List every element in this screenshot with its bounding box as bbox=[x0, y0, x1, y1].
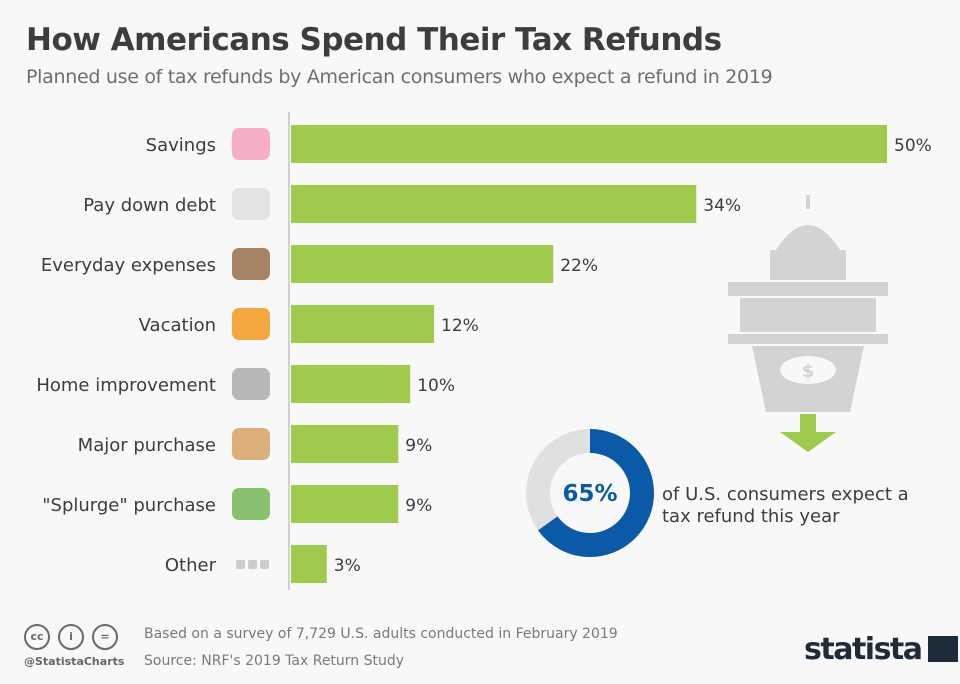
shopping-icon bbox=[232, 488, 270, 520]
arrow-down-icon bbox=[780, 414, 836, 452]
category-label: Vacation bbox=[139, 315, 216, 336]
box-icon bbox=[232, 428, 270, 460]
value-label: 9% bbox=[405, 496, 432, 516]
attribution-icon: i bbox=[58, 624, 84, 650]
donut-value: 65% bbox=[562, 481, 617, 507]
bar bbox=[291, 305, 435, 343]
value-label: 12% bbox=[441, 316, 479, 336]
svg-text:$: $ bbox=[802, 361, 815, 382]
beach-chair-icon bbox=[232, 308, 270, 340]
bar bbox=[291, 125, 887, 163]
value-label: 34% bbox=[703, 196, 741, 216]
category-label: Other bbox=[165, 555, 217, 576]
category-label: Pay down debt bbox=[83, 195, 216, 216]
value-label: 10% bbox=[417, 376, 455, 396]
bar bbox=[291, 245, 554, 283]
bar bbox=[291, 365, 411, 403]
capitol-icon: $ bbox=[728, 195, 888, 412]
statista-logo[interactable]: statista bbox=[804, 632, 958, 667]
ellipsis-icon bbox=[236, 560, 269, 569]
piggy-bank-icon bbox=[232, 128, 270, 160]
bill-icon bbox=[232, 188, 270, 220]
category-label: "Splurge" purchase bbox=[42, 495, 216, 516]
value-label: 9% bbox=[405, 436, 432, 456]
chart-subtitle: Planned use of tax refunds by American c… bbox=[26, 66, 773, 88]
value-label: 50% bbox=[894, 136, 932, 156]
source: Source: NRF's 2019 Tax Return Study bbox=[144, 653, 405, 669]
category-label: Home improvement bbox=[36, 375, 216, 396]
twitter-handle[interactable]: @StatistaCharts bbox=[24, 655, 125, 668]
value-label: 3% bbox=[334, 556, 361, 576]
no-derivatives-icon: = bbox=[92, 624, 118, 650]
bar bbox=[291, 185, 697, 223]
callout-text: of U.S. consumers expect a tax refund th… bbox=[662, 484, 909, 527]
wallet-icon bbox=[232, 248, 270, 280]
category-label: Savings bbox=[146, 135, 216, 156]
bar bbox=[291, 425, 399, 463]
category-label: Major purchase bbox=[78, 435, 216, 456]
chart-title: How Americans Spend Their Tax Refunds bbox=[26, 22, 722, 58]
tools-icon bbox=[232, 368, 270, 400]
survey-note: Based on a survey of 7,729 U.S. adults c… bbox=[144, 626, 618, 642]
value-label: 22% bbox=[560, 256, 598, 276]
cc-icon: cc bbox=[24, 624, 50, 650]
donut-segment bbox=[526, 429, 654, 557]
bar bbox=[291, 485, 399, 523]
bar bbox=[291, 545, 327, 583]
category-label: Everyday expenses bbox=[41, 255, 216, 276]
